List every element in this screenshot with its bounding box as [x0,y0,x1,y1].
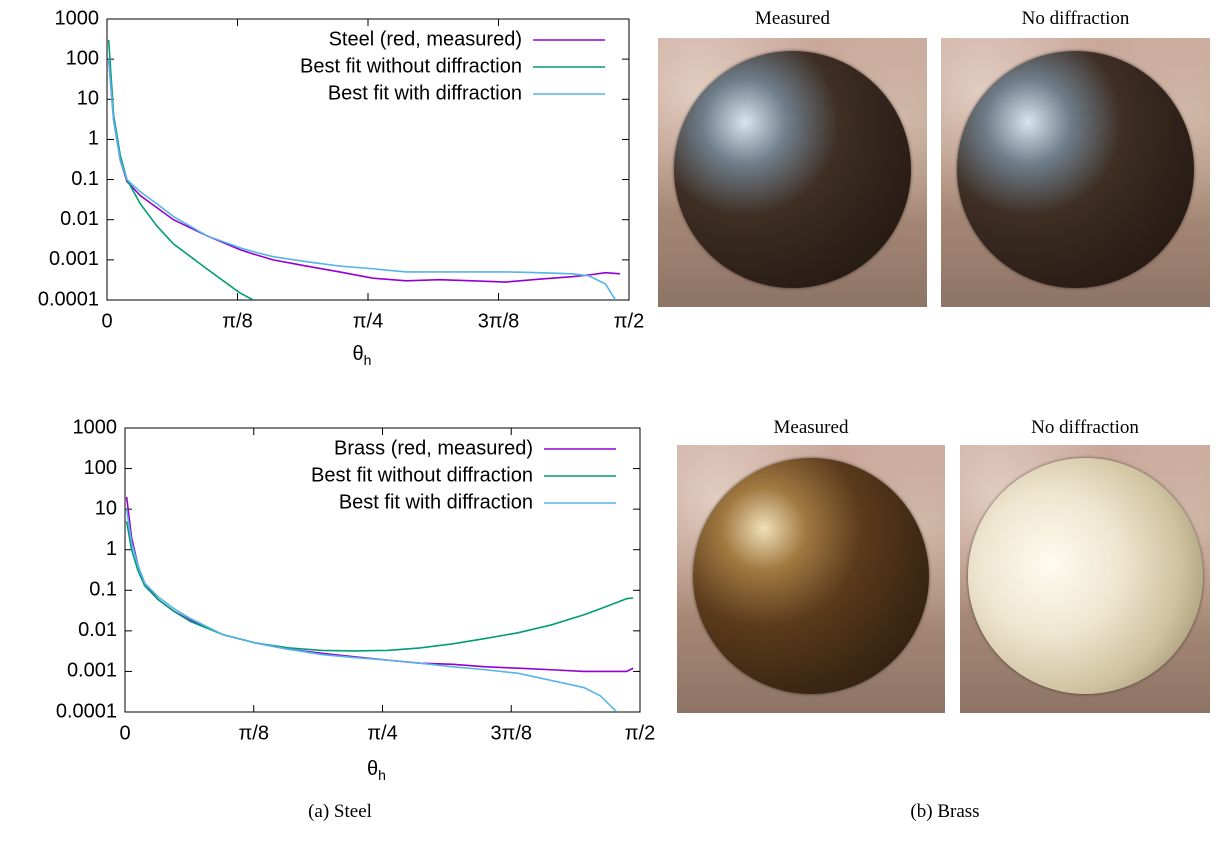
series-line [107,39,254,300]
y-tick-label: 10 [95,497,117,519]
legend-label: Best fit without diffraction [300,55,522,77]
render-title: No diffraction [1031,417,1139,438]
caption: (b) Brass [910,801,980,822]
x-tick-label: π/8 [239,722,269,744]
caption: (a) Steel [308,801,372,822]
legend-label: Best fit without diffraction [311,464,533,486]
render-image [960,445,1210,713]
x-tick-label: π/2 [625,722,655,744]
render-title: Measured [773,417,849,438]
plot-frame [124,427,641,713]
x-tick-label: 0 [101,310,112,332]
series-line [125,496,634,673]
x-tick-label: π/8 [222,310,252,332]
legend-label: Best fit with diffraction [339,491,533,513]
x-tick-label: 3π/8 [490,722,532,744]
y-tick-label: 0.01 [78,619,117,641]
y-tick-label: 0.1 [71,168,99,190]
y-tick-label: 0.1 [89,579,117,601]
y-tick-label: 0.0001 [56,700,117,722]
plot-frame [106,18,630,301]
y-tick-label: 0.001 [49,248,99,270]
x-tick-label: π/2 [614,310,644,332]
x-tick-label: π/4 [353,310,383,332]
y-tick-label: 100 [66,47,99,69]
y-tick-label: 1 [88,128,99,150]
y-tick-label: 1 [106,538,117,560]
render-image [941,38,1210,307]
x-axis-label: θh [367,758,386,782]
series-line [125,509,618,712]
legend-label: Best fit with diffraction [328,82,522,104]
y-tick-label: 10 [77,88,99,110]
y-tick-label: 1000 [55,7,100,29]
legend-label: Brass (red, measured) [334,437,533,459]
series-line [107,59,617,300]
render-image [658,38,927,307]
render-image [677,445,945,713]
y-tick-label: 1000 [73,416,118,438]
render-title: Measured [755,8,830,29]
y-tick-label: 0.001 [67,660,117,682]
x-tick-label: 3π/8 [478,310,520,332]
x-tick-label: π/4 [367,722,397,744]
y-tick-label: 0.01 [60,208,99,230]
legend-label: Steel (red, measured) [329,28,522,50]
render-title: No diffraction [1021,8,1130,29]
y-tick-label: 0.0001 [38,288,99,310]
x-tick-label: 0 [119,722,130,744]
y-tick-label: 100 [84,457,117,479]
x-axis-label: θh [353,343,372,367]
series-line [107,59,621,283]
series-line [125,521,634,652]
